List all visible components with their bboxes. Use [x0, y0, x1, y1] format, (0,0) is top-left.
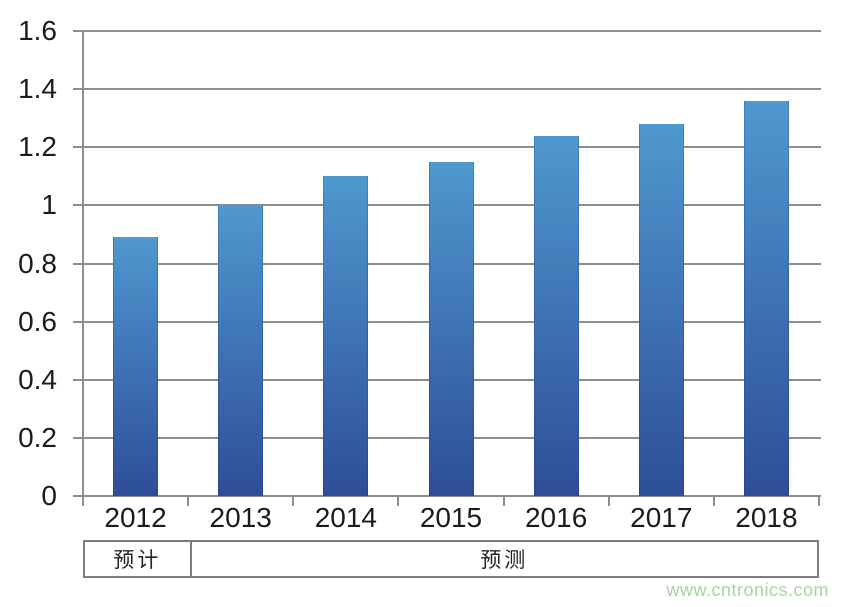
x-axis-label-2016: 2016: [524, 502, 588, 533]
x-axis-tick: [607, 496, 610, 506]
watermark: www.cntronics.com: [666, 580, 829, 600]
x-axis-tick: [187, 496, 190, 506]
y-axis-label: 1: [41, 189, 57, 221]
y-axis-label: 0: [41, 480, 57, 511]
y-axis-label: 1.4: [18, 73, 57, 105]
bar-2018: [743, 100, 789, 496]
bar-2016: [533, 135, 579, 496]
legend-cell-forecast: 预测: [189, 542, 817, 576]
x-axis-label-2018: 2018: [735, 502, 798, 533]
forecast-legend-table: 预计 预测: [83, 540, 819, 578]
gridline-1.4: [73, 88, 821, 91]
y-axis-label: 0.6: [18, 305, 57, 337]
x-axis-label-2015: 2015: [419, 502, 483, 533]
gridline-0: [73, 495, 821, 497]
y-axis-label: 1.6: [18, 15, 57, 46]
x-axis-label-2014: 2014: [314, 502, 377, 533]
legend-label: 预计: [113, 549, 162, 572]
bar-2014: [323, 176, 369, 496]
x-axis-tick: [502, 496, 505, 506]
x-axis-tick: [82, 496, 84, 506]
x-axis-label-2012: 2012: [104, 502, 167, 533]
legend-label: 预测: [480, 549, 529, 572]
bar-2012: [113, 237, 159, 496]
y-axis-label: 0.2: [18, 421, 57, 453]
gridline-1.2: [73, 146, 821, 149]
x-axis-tick: [292, 496, 295, 506]
x-axis-label-2013: 2013: [209, 502, 272, 533]
bar-2017: [638, 124, 684, 496]
legend-cell-estimate: 预计: [85, 542, 190, 576]
bar-2015: [428, 161, 474, 496]
y-axis-line: [82, 31, 84, 498]
gridline-1.6: [73, 30, 821, 32]
x-axis-tick: [818, 496, 820, 506]
bar-2013: [218, 205, 264, 496]
x-axis-tick: [712, 496, 715, 506]
y-axis-label: 1.2: [18, 131, 57, 163]
y-axis-label: 0.8: [18, 247, 57, 279]
y-axis-label: 0.4: [18, 363, 57, 395]
x-axis-label-2017: 2017: [630, 502, 693, 533]
x-axis-tick: [397, 496, 400, 506]
